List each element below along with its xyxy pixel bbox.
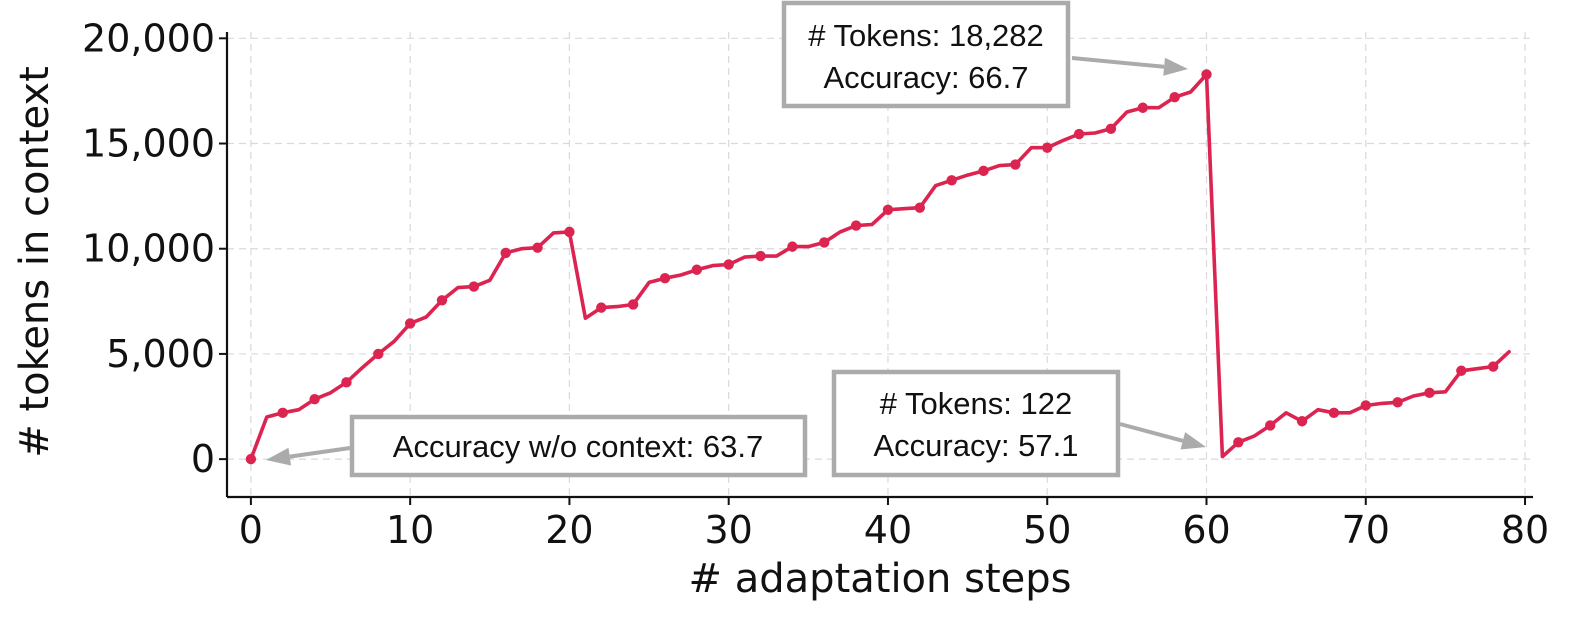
data-point <box>819 237 830 248</box>
data-point <box>914 202 926 213</box>
data-point <box>1105 123 1117 134</box>
annotation-callout: Accuracy w/o context: 63.7 <box>266 414 808 478</box>
data-point <box>596 302 607 313</box>
x-tick-label: 60 <box>1182 508 1230 552</box>
data-point <box>500 247 511 259</box>
data-point <box>1487 361 1499 372</box>
annotation-arrow <box>1071 56 1165 69</box>
data-point <box>1265 420 1276 431</box>
y-axis-label: # tokens in context <box>12 66 58 458</box>
data-point <box>627 299 639 310</box>
data-point <box>978 165 989 177</box>
data-point <box>850 220 862 231</box>
data-point <box>787 241 798 252</box>
data-point <box>1010 159 1021 170</box>
x-tick-label: 80 <box>1501 508 1549 552</box>
annotation-arrowhead <box>1180 432 1206 450</box>
data-point <box>1392 397 1403 408</box>
y-ticks: 0 5,000 10,000 15,000 20,000 <box>82 16 227 481</box>
data-point <box>1201 69 1212 80</box>
annotation-callout: # Tokens: 122 Accuracy: 57.1 <box>831 369 1206 478</box>
annotation-arrowhead <box>266 447 292 466</box>
annotations: # Tokens: 18,282 Accuracy: 66.7 Accuracy w… <box>266 0 1206 478</box>
series <box>245 69 1511 465</box>
annotation-text: Accuracy: 57.1 <box>873 428 1078 463</box>
axes <box>225 32 1533 499</box>
y-tick-label: 20,000 <box>82 16 215 60</box>
data-point <box>1424 387 1435 399</box>
annotation-callout: # Tokens: 18,282 Accuracy: 66.7 <box>781 0 1188 109</box>
data-point <box>755 250 766 262</box>
annotation-text: # Tokens: 122 <box>880 386 1072 421</box>
data-point <box>1137 102 1148 113</box>
data-point <box>309 393 320 405</box>
annotation-box <box>349 414 808 478</box>
data-point <box>1073 128 1085 140</box>
annotation-box <box>781 0 1071 109</box>
x-axis-label: # adaptation steps <box>689 556 1072 602</box>
data-point <box>373 348 384 360</box>
data-point <box>1328 407 1340 419</box>
data-point <box>341 377 352 388</box>
y-tick-label: 0 <box>191 437 215 481</box>
data-point <box>564 226 575 238</box>
annotation-text: Accuracy w/o context: 63.7 <box>393 429 763 464</box>
data-point <box>404 318 416 329</box>
annotation-text: # Tokens: 18,282 <box>808 18 1044 53</box>
data-point <box>436 295 448 306</box>
data-point <box>1233 437 1244 448</box>
annotation-arrow <box>289 446 351 459</box>
x-tick-label: 10 <box>386 508 434 552</box>
data-point <box>723 259 734 270</box>
data-point <box>946 175 957 186</box>
data-point <box>1042 142 1053 153</box>
data-point <box>1296 416 1308 427</box>
x-tick-label: 0 <box>239 508 263 552</box>
x-tick-label: 30 <box>705 508 753 552</box>
x-tick-label: 40 <box>864 508 912 552</box>
data-point <box>882 204 894 215</box>
data-point <box>468 281 480 292</box>
data-point <box>277 407 288 419</box>
x-tick-label: 20 <box>545 508 593 552</box>
data-point <box>691 264 703 275</box>
x-tick-label: 70 <box>1342 508 1390 552</box>
data-point <box>659 272 671 284</box>
y-tick-label: 10,000 <box>82 227 215 271</box>
data-point <box>1360 400 1371 411</box>
annotation-arrowhead <box>1163 57 1188 76</box>
annotation-arrow <box>1119 422 1184 443</box>
data-point <box>245 453 257 465</box>
x-tick-label: 50 <box>1023 508 1071 552</box>
data-point <box>532 242 543 253</box>
x-ticks: 0 10 20 30 40 50 60 70 80 <box>239 497 1549 552</box>
annotation-box <box>831 369 1121 478</box>
data-point <box>1456 365 1467 376</box>
annotation-text: Accuracy: 66.7 <box>823 60 1028 95</box>
y-tick-label: 15,000 <box>82 122 215 166</box>
y-tick-label: 5,000 <box>106 332 215 376</box>
data-point <box>1169 92 1180 103</box>
